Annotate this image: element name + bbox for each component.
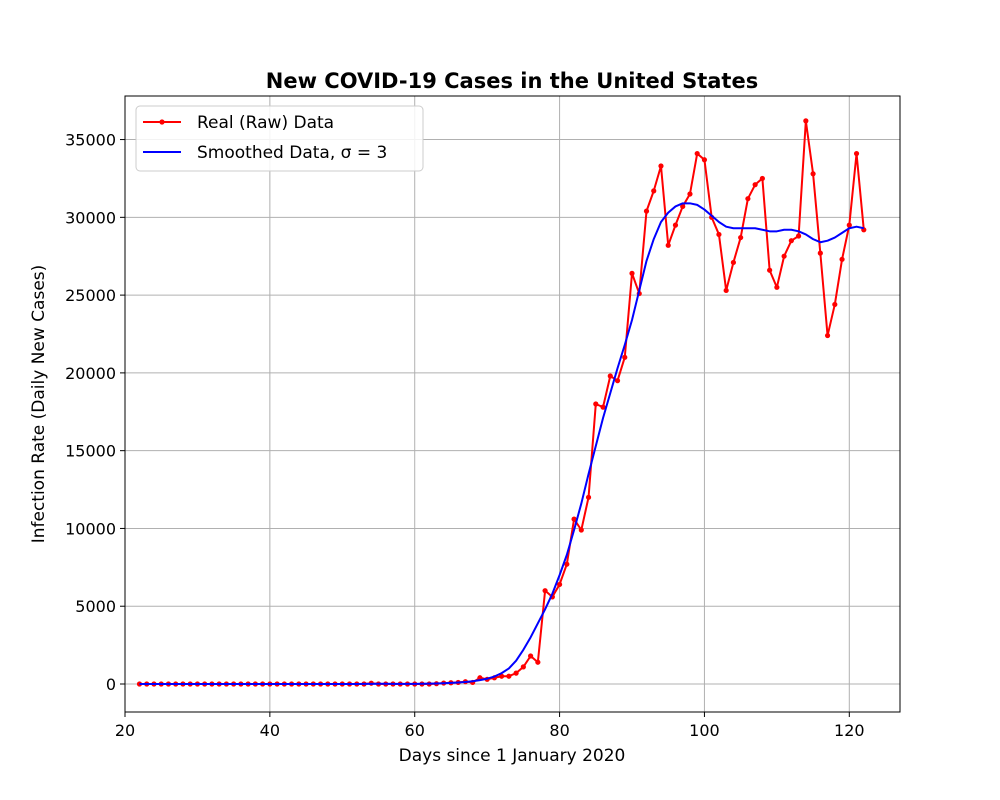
data-point [716, 231, 722, 238]
x-tick-label: 20 [115, 721, 135, 740]
data-point [571, 516, 577, 522]
x-axis-label: Days since 1 January 2020 [399, 746, 626, 766]
data-point [846, 222, 852, 228]
data-point [853, 150, 860, 157]
data-point [513, 670, 519, 676]
data-point [810, 171, 816, 177]
x-tick-label: 100 [689, 721, 720, 740]
data-point [839, 256, 845, 262]
data-point [767, 267, 773, 273]
data-point [752, 182, 758, 188]
data-point [738, 234, 744, 241]
data-point [593, 401, 599, 407]
data-point [795, 233, 802, 239]
data-point [528, 653, 534, 659]
y-tick-label: 10000 [65, 519, 116, 538]
data-point [629, 270, 635, 276]
data-point [520, 664, 526, 670]
data-point [781, 253, 787, 259]
data-point [723, 287, 729, 294]
y-tick-label: 0 [106, 675, 116, 694]
x-tick-label: 40 [260, 721, 280, 740]
y-tick-label: 15000 [65, 442, 116, 461]
x-tick-label: 120 [834, 721, 865, 740]
data-point [694, 150, 700, 157]
x-tick-label: 60 [405, 721, 425, 740]
series-line-0 [139, 119, 865, 685]
plot-frame [124, 95, 901, 713]
data-point [585, 494, 592, 500]
data-point [832, 301, 838, 308]
data-point [556, 581, 563, 588]
data-point [607, 373, 613, 379]
x-tick-label: 80 [549, 721, 569, 740]
y-tick-label: 5000 [75, 597, 116, 616]
legend-label-0: Real (Raw) Data [197, 113, 334, 133]
data-point [803, 118, 809, 124]
data-point [701, 157, 708, 163]
data-point [680, 203, 686, 210]
data-point [535, 659, 541, 665]
data-point [817, 250, 823, 256]
data-point [136, 681, 143, 687]
data-point [643, 208, 650, 214]
y-tick-label: 25000 [65, 286, 116, 305]
y-axis-label: Infection Rate (Daily New Cases) [29, 265, 49, 544]
y-tick-label: 30000 [65, 208, 116, 227]
y-tick-label: 20000 [65, 364, 116, 383]
data-point [759, 175, 765, 182]
data-point [672, 222, 679, 228]
series-layer [136, 118, 867, 687]
data-point [499, 673, 505, 679]
y-tick-label: 35000 [65, 131, 116, 150]
data-point [542, 588, 548, 594]
data-point [788, 238, 794, 244]
ticks: 20 40 60 80 100 120 0 5000 10000 15000 20000 25000 3… [65, 131, 864, 740]
grid [124, 96, 900, 712]
legend-label-1: Smoothed Data, σ = 3 [197, 143, 387, 163]
legend: Real (Raw) Data Smoothed Data, σ = 3 [135, 105, 424, 172]
data-point [774, 284, 780, 290]
data-point [578, 527, 584, 533]
data-point [687, 191, 693, 197]
chart-title: New COVID-19 Cases in the United States [266, 69, 758, 93]
data-point [564, 561, 570, 567]
data-point [824, 332, 831, 339]
data-point [745, 196, 751, 202]
data-point [658, 163, 664, 169]
data-point [614, 378, 621, 384]
legend-marker-0 [159, 119, 165, 125]
series-line-1 [139, 202, 864, 685]
data-point [622, 354, 628, 360]
data-point [730, 259, 737, 266]
data-point [506, 673, 512, 679]
data-point [600, 404, 606, 410]
data-point [665, 242, 671, 248]
data-point [651, 188, 657, 194]
legend-box [135, 105, 424, 172]
